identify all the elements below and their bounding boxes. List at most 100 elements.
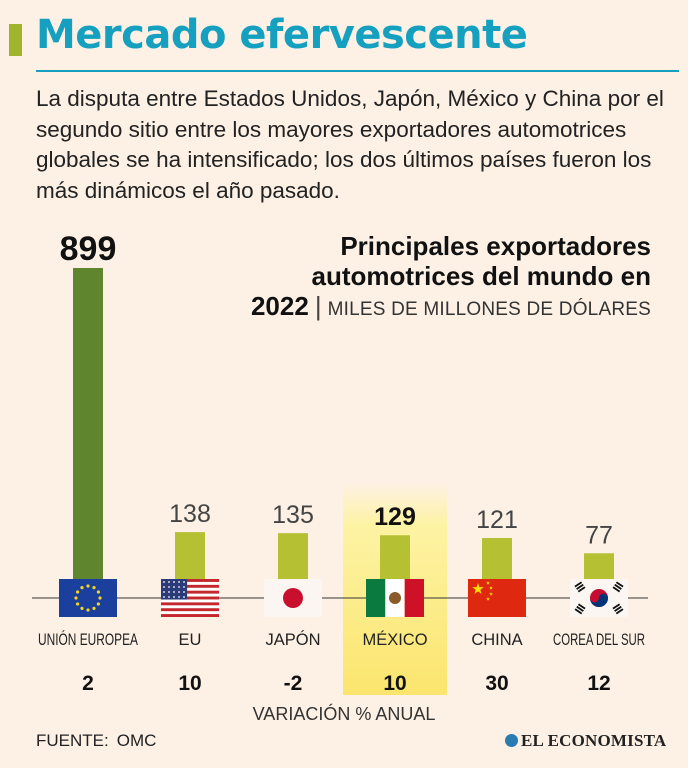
flag-usa-stripe [161,579,219,582]
flag-mexico-red [404,579,424,617]
title-divider [36,70,679,72]
flag-china-star [489,586,493,590]
bar [482,538,512,580]
flag-korea-bar [615,608,624,615]
value-label: 77 [585,521,613,549]
flag-usa-star [173,596,175,598]
flag-eu-star [80,606,84,610]
flag-china-star [472,583,484,594]
category-label: COREA DEL SUR [553,631,645,649]
flag-eu-star [76,590,80,594]
flag-korea-trigram [574,603,586,615]
chart-title-year: 2022 [250,291,309,321]
value-label: 138 [169,500,211,528]
flag-korea-bar [615,581,624,588]
variation-value: 10 [178,672,201,695]
flag-usa-star [168,591,170,593]
flag-korea-trigram [612,581,624,593]
source-value: OMC [116,731,157,750]
flag-eu-star [80,586,84,590]
flag-usa-star [163,591,165,593]
flag-korea-bar [612,603,621,610]
flag-usa-star [178,581,180,583]
flag-usa-star [178,596,180,598]
flag-usa-canton [161,579,188,600]
flag-eu-star [92,586,96,590]
flag-china-star [486,581,490,585]
flag-usa-star [183,581,185,583]
flag-usa-stripe [161,608,219,612]
flag-usa-stripe [161,614,219,617]
flag-eu-star [86,584,90,588]
flag-eu-star [96,590,100,594]
flag-korea-bar [576,583,584,590]
category-label: EU [179,631,202,649]
value-label: 121 [476,506,518,534]
flag-usa-star [183,586,185,588]
category-label: UNIÓN EUROPEA [38,630,138,649]
flag-china-star [486,597,490,601]
flag-usa-star [173,586,175,588]
value-label: 135 [272,501,314,529]
flag-japan-sun [283,588,303,608]
flag-usa-stripe [161,584,219,588]
flag-mexico-icon [366,579,386,617]
category-label: MÉXICO [362,630,427,649]
flag-usa-star [178,586,180,588]
flag-korea-trigram [574,581,586,593]
bar [584,553,614,580]
flag-usa-stripe [161,590,219,594]
variation-value: 2 [82,672,94,695]
bar [278,533,308,580]
value-label: 129 [374,503,416,531]
flag-korea-bar [574,581,583,588]
flag-china-icon [468,579,526,617]
category-label: JAPÓN [265,630,320,649]
flag-china-star [489,592,493,596]
flag-eu-star [98,596,102,600]
chart-units: MILES DE MILLONES DE DÓLARES [327,299,651,320]
bar [73,268,103,580]
flag-korea-bar [612,586,621,593]
flag-eu-star [76,602,80,606]
chart-title-line2: automotrices del mundo en [311,261,652,291]
flag-korea-bar [576,605,584,612]
flag-korea-bar [577,603,586,610]
chart-title-line1: Principales exportadores [340,231,651,261]
bar [175,532,205,580]
brand-icon [505,734,518,747]
variation-value: -2 [284,672,303,695]
chart-title-separator: | [314,291,322,321]
bar [380,535,410,580]
flag-usa-star [168,581,170,583]
source-line: FUENTE: OMC [36,731,164,751]
flag-usa-star [163,596,165,598]
flag-korea-bar [614,583,622,590]
flag-eu-star [92,606,96,610]
brand-logo: EL ECONOMISTA [505,731,666,751]
category-label: CHINA [471,631,522,649]
chart-title: Principales exportadores automotrices de… [211,231,651,325]
flag-usa-star [183,591,185,593]
flag-usa-star [178,591,180,593]
variation-value: 10 [383,672,406,695]
flag-korea-trigram [612,603,624,615]
source-label: FUENTE: [36,731,109,750]
flag-eu-star [96,602,100,606]
page-title: Mercado efervescente [36,12,528,58]
flag-korea-bar [614,605,622,612]
flag-usa-star [173,581,175,583]
flag-eu-star [74,596,78,600]
flag-mexico-emblem [389,592,401,604]
variation-value: 30 [485,672,508,695]
flag-korea-bar [574,608,583,615]
flag-usa-stripe [161,596,219,600]
variation-label: VARIACIÓN % ANUAL [252,704,436,724]
flag-usa-star [183,596,185,598]
flag-korea-bar [577,586,586,593]
flag-usa-stripe [161,602,219,606]
title-accent-bar [9,24,22,56]
flag-korea-taegeuk-blue [590,593,608,607]
flag-usa-star [168,596,170,598]
